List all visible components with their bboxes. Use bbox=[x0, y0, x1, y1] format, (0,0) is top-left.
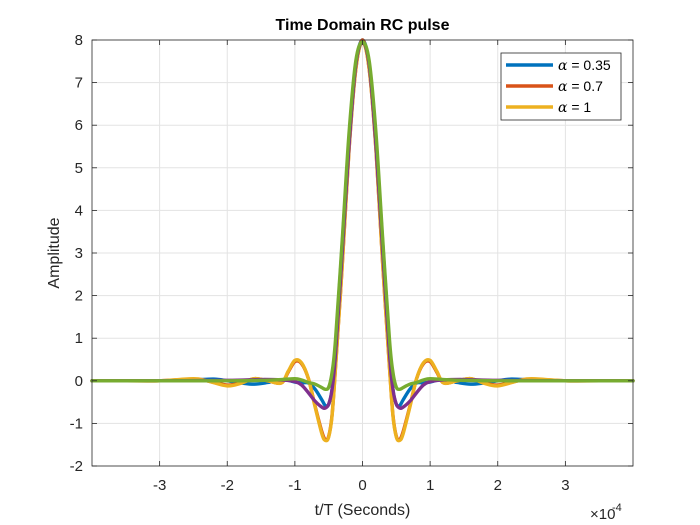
legend-alpha-value: = 0.7 bbox=[567, 78, 603, 94]
legend-alpha-symbol: α bbox=[558, 79, 568, 95]
tick-labels: -3 -2 -1 0 1 2 3 -2 -1 0 1 2 3 4 5 6 7 8 bbox=[70, 32, 570, 494]
y-tick-label: -1 bbox=[70, 415, 83, 432]
x-tick-label: -1 bbox=[288, 477, 301, 494]
x-tick-label: 2 bbox=[494, 477, 502, 494]
tick-marks bbox=[92, 39, 633, 467]
x-tick-label: -3 bbox=[153, 477, 166, 494]
y-tick-label: 7 bbox=[75, 75, 83, 92]
x-tick-label: 0 bbox=[358, 477, 366, 494]
x-tick-label: 3 bbox=[561, 477, 569, 494]
legend-alpha-symbol: α bbox=[558, 58, 568, 74]
y-tick-label: 0 bbox=[75, 373, 83, 390]
legend-alpha-value: = 0.35 bbox=[567, 57, 610, 73]
chart-title: Time Domain RC pulse bbox=[276, 17, 450, 34]
x-axis-exponent: ×10 -4 bbox=[590, 502, 622, 523]
legend-label: α = 0.35 bbox=[558, 57, 611, 74]
y-tick-label: 3 bbox=[75, 245, 83, 262]
y-tick-label: 6 bbox=[75, 117, 83, 134]
legend-label: α = 1 bbox=[558, 99, 591, 116]
y-tick-label: 1 bbox=[75, 330, 83, 347]
x-tick-label: 1 bbox=[426, 477, 434, 494]
y-tick-label: 4 bbox=[75, 202, 83, 219]
x-exponent-base: ×10 bbox=[590, 506, 615, 523]
y-tick-label: 8 bbox=[75, 32, 83, 49]
y-tick-label: 5 bbox=[75, 160, 83, 177]
x-exponent-power: -4 bbox=[612, 502, 622, 514]
y-axis-label: Amplitude bbox=[46, 217, 63, 288]
x-axis-label: t/T (Seconds) bbox=[315, 502, 411, 519]
legend: α = 0.35α = 0.7α = 1 bbox=[500, 52, 622, 121]
legend-alpha-value: = 1 bbox=[567, 99, 591, 115]
legend-label: α = 0.7 bbox=[558, 78, 603, 95]
y-tick-label: -2 bbox=[70, 458, 83, 475]
y-tick-label: 2 bbox=[75, 288, 83, 305]
legend-alpha-symbol: α bbox=[558, 100, 568, 116]
x-tick-label: -2 bbox=[221, 477, 234, 494]
